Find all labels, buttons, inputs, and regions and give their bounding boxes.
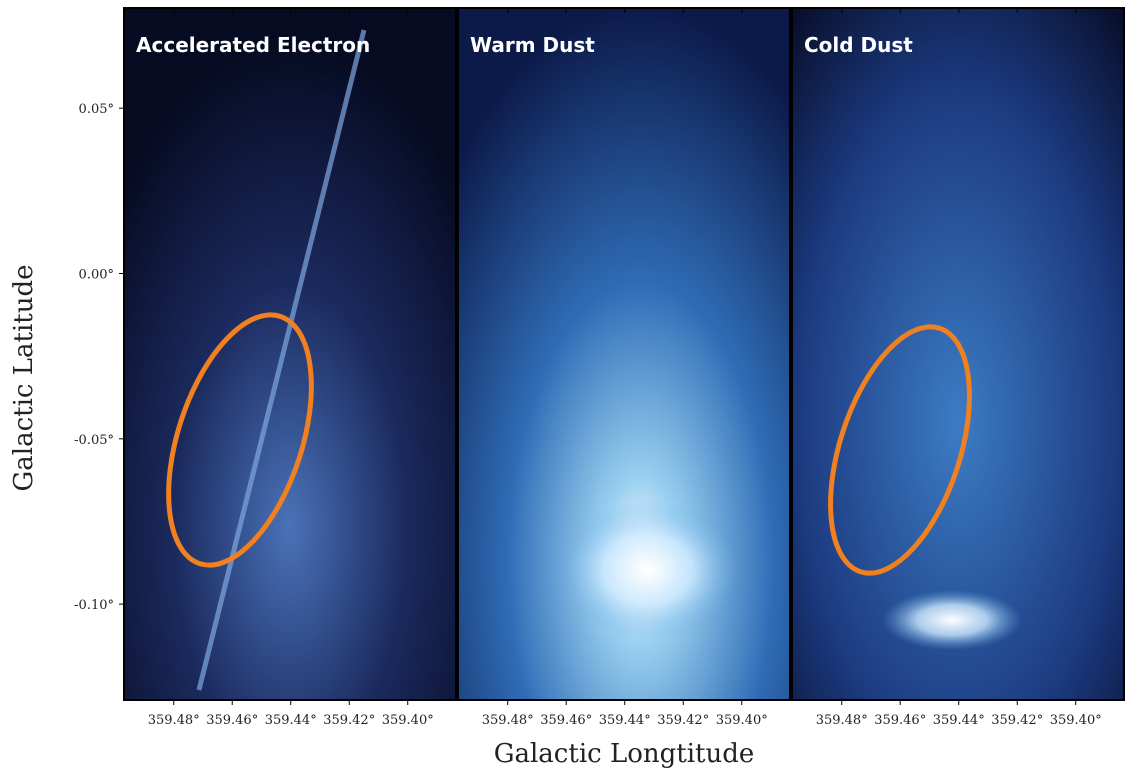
x-tick-label: 359.40° bbox=[1050, 713, 1102, 728]
y-tick-label: -0.05° bbox=[74, 433, 114, 448]
figure: Accelerated Electron 359.48° 359.46° 359.44… bbox=[0, 0, 1126, 776]
x-tick-label: 359.42° bbox=[657, 713, 709, 728]
image-blob bbox=[882, 590, 1022, 650]
x-tick-label: 359.42° bbox=[991, 713, 1043, 728]
x-tick-label: 359.44° bbox=[265, 713, 317, 728]
x-tick-label: 359.46° bbox=[874, 713, 926, 728]
y-tick-label: 0.05° bbox=[79, 102, 114, 117]
x-tick-label: 359.48° bbox=[148, 713, 200, 728]
x-axis-label: Galactic Longtitude bbox=[494, 739, 755, 769]
x-tick-label: 359.44° bbox=[599, 713, 651, 728]
x-tick-label: 359.40° bbox=[382, 713, 434, 728]
panel-title: Accelerated Electron bbox=[136, 33, 370, 57]
panel-title: Cold Dust bbox=[804, 33, 913, 57]
x-tick-label: 359.48° bbox=[816, 713, 868, 728]
y-tick-label: -0.10° bbox=[74, 598, 114, 613]
x-tick-label: 359.46° bbox=[540, 713, 592, 728]
y-tick-label: 0.00° bbox=[79, 267, 114, 282]
x-tick-label: 359.40° bbox=[716, 713, 768, 728]
x-tick-label: 359.42° bbox=[323, 713, 375, 728]
x-tick-label: 359.48° bbox=[482, 713, 534, 728]
image-blob bbox=[558, 500, 738, 640]
panel-title: Warm Dust bbox=[470, 33, 595, 57]
x-tick-label: 359.44° bbox=[933, 713, 985, 728]
image-panel bbox=[124, 8, 456, 700]
y-axis-label: Galactic Latitude bbox=[9, 265, 39, 492]
x-tick-label: 359.46° bbox=[206, 713, 258, 728]
